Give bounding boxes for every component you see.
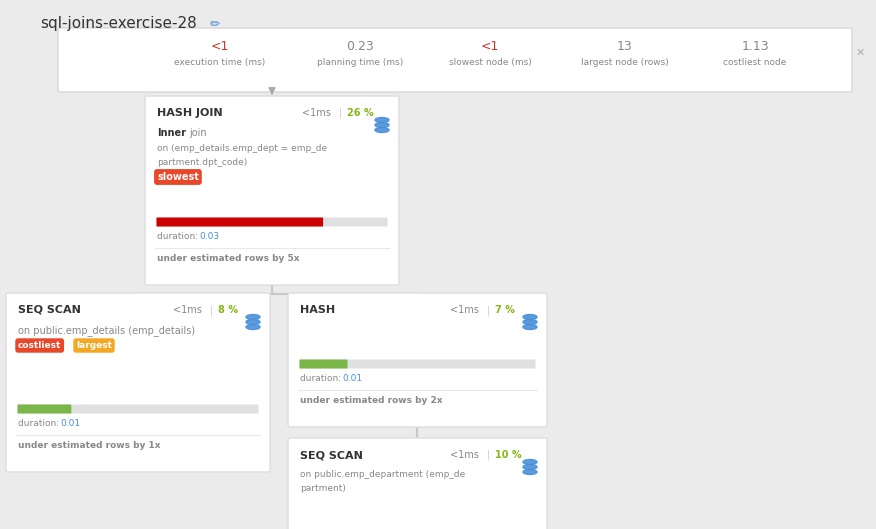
Text: partment): partment): [300, 484, 346, 493]
Text: costliest node: costliest node: [724, 58, 787, 67]
Text: 0.01: 0.01: [342, 374, 362, 383]
Text: 8 %: 8 %: [218, 305, 238, 315]
Text: duration:: duration:: [18, 419, 62, 428]
Text: <1ms: <1ms: [450, 305, 479, 315]
Text: sql-joins-exercise-28: sql-joins-exercise-28: [40, 16, 197, 31]
FancyBboxPatch shape: [157, 217, 387, 226]
FancyBboxPatch shape: [58, 28, 852, 92]
Text: on public.emp_department (emp_de: on public.emp_department (emp_de: [300, 470, 465, 479]
Text: under estimated rows by 1x: under estimated rows by 1x: [18, 441, 160, 450]
Text: <1ms: <1ms: [173, 305, 201, 315]
Text: execution time (ms): execution time (ms): [174, 58, 265, 67]
Ellipse shape: [523, 470, 537, 475]
Text: ✕: ✕: [855, 48, 865, 58]
Ellipse shape: [523, 324, 537, 330]
Text: 1.13: 1.13: [741, 40, 769, 53]
Ellipse shape: [523, 320, 537, 324]
Text: slowest node (ms): slowest node (ms): [449, 58, 532, 67]
Text: 10 %: 10 %: [495, 450, 521, 460]
Text: largest: largest: [76, 341, 112, 350]
FancyBboxPatch shape: [300, 360, 348, 369]
Text: |: |: [487, 450, 491, 461]
Ellipse shape: [375, 127, 389, 132]
Ellipse shape: [246, 315, 260, 320]
Ellipse shape: [375, 117, 389, 123]
Text: under estimated rows by 5x: under estimated rows by 5x: [157, 254, 300, 263]
Text: on public.emp_details (emp_details): on public.emp_details (emp_details): [18, 325, 195, 336]
Text: |: |: [339, 108, 343, 118]
Text: on (emp_details.emp_dept = emp_de: on (emp_details.emp_dept = emp_de: [157, 144, 327, 153]
Text: ✏: ✏: [210, 18, 221, 31]
Ellipse shape: [523, 315, 537, 320]
Text: SEQ SCAN: SEQ SCAN: [18, 305, 81, 315]
Text: duration:: duration:: [157, 232, 201, 241]
Text: HASH: HASH: [300, 305, 336, 315]
Text: 0.23: 0.23: [346, 40, 374, 53]
Text: partment.dpt_code): partment.dpt_code): [157, 158, 247, 167]
Text: 0.03: 0.03: [199, 232, 219, 241]
Text: costliest: costliest: [18, 341, 61, 350]
Text: |: |: [210, 305, 213, 315]
FancyBboxPatch shape: [157, 217, 323, 226]
Text: duration:: duration:: [300, 374, 344, 383]
Ellipse shape: [246, 320, 260, 324]
Ellipse shape: [523, 460, 537, 464]
Text: planning time (ms): planning time (ms): [317, 58, 403, 67]
Ellipse shape: [246, 324, 260, 330]
Text: 13: 13: [617, 40, 632, 53]
Text: SEQ SCAN: SEQ SCAN: [300, 450, 363, 460]
Text: 0.01: 0.01: [60, 419, 80, 428]
Text: largest node (rows): largest node (rows): [581, 58, 669, 67]
FancyBboxPatch shape: [288, 293, 547, 427]
FancyBboxPatch shape: [18, 405, 258, 414]
Ellipse shape: [523, 464, 537, 470]
Text: |: |: [487, 305, 491, 315]
Text: <1ms: <1ms: [302, 108, 331, 118]
FancyBboxPatch shape: [300, 360, 535, 369]
Ellipse shape: [375, 123, 389, 127]
Text: join: join: [189, 128, 207, 138]
FancyBboxPatch shape: [145, 96, 399, 285]
FancyBboxPatch shape: [18, 405, 71, 414]
Text: under estimated rows by 2x: under estimated rows by 2x: [300, 396, 442, 405]
Text: <1ms: <1ms: [450, 450, 479, 460]
Text: HASH JOIN: HASH JOIN: [157, 108, 223, 118]
Text: <1: <1: [211, 40, 230, 53]
Text: slowest: slowest: [157, 172, 199, 182]
Text: 26 %: 26 %: [347, 108, 374, 118]
FancyBboxPatch shape: [6, 293, 270, 472]
FancyBboxPatch shape: [288, 438, 547, 529]
Text: Inner: Inner: [157, 128, 186, 138]
Text: 7 %: 7 %: [495, 305, 515, 315]
Text: <1: <1: [481, 40, 499, 53]
